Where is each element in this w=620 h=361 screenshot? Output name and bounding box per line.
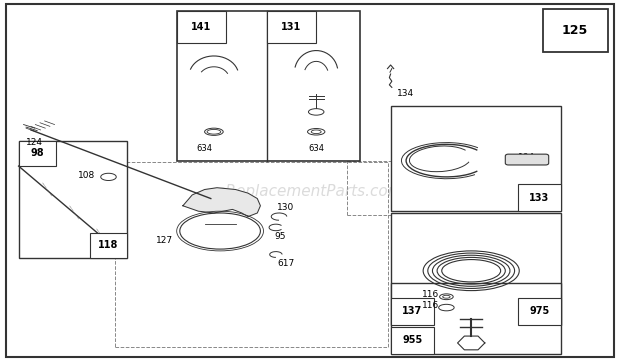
Text: 98: 98 [30,148,44,158]
Text: 133: 133 [529,193,549,203]
Text: 127: 127 [156,236,173,244]
Text: 116: 116 [422,290,440,299]
Bar [542,9,608,52]
Text: 116: 116 [422,301,440,309]
Bar [391,327,434,354]
Text: 118: 118 [99,240,118,251]
Bar [177,11,226,43]
Bar [391,106,561,211]
Text: 125: 125 [562,24,588,37]
Text: 634: 634 [197,144,213,152]
Text: 975: 975 [529,306,549,316]
Bar [90,233,127,258]
Text: 141: 141 [192,22,211,32]
Text: 617: 617 [278,259,295,268]
Polygon shape [183,188,260,217]
Text: 124: 124 [25,138,43,147]
Bar [391,283,561,354]
FancyBboxPatch shape [505,154,549,165]
Text: ~~~~: ~~~~ [66,203,80,221]
Text: eReplacementParts.com: eReplacementParts.com [216,184,404,199]
Text: 134: 134 [397,90,414,98]
Bar [19,141,56,166]
Text: 130: 130 [277,203,294,212]
Bar [267,11,316,43]
Bar [19,141,127,258]
Text: 634: 634 [308,144,324,152]
Text: 955: 955 [402,335,422,345]
Text: ~~~~: ~~~~ [92,226,107,244]
Text: ~~~~: ~~~~ [38,180,53,198]
Bar [177,11,360,161]
Bar [518,184,561,211]
Text: 108: 108 [78,171,95,179]
Bar [391,213,561,325]
Text: 104: 104 [518,153,536,161]
Bar [391,298,434,325]
Bar [115,162,388,347]
Text: 95: 95 [275,232,286,241]
Bar [518,298,561,325]
Text: 137: 137 [402,306,422,316]
Text: 131: 131 [281,22,301,32]
